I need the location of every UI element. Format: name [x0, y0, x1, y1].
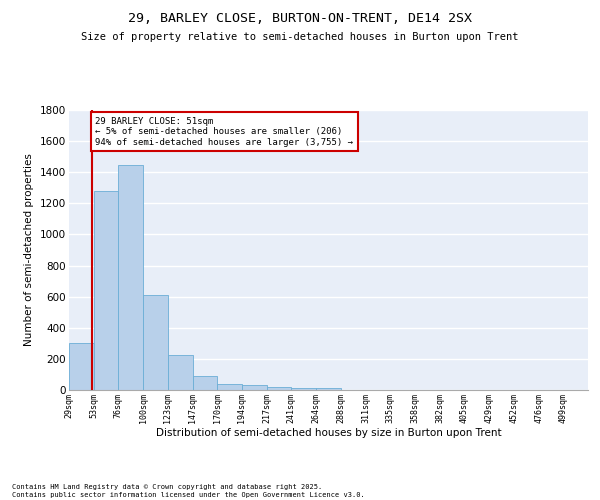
Text: Contains HM Land Registry data © Crown copyright and database right 2025.
Contai: Contains HM Land Registry data © Crown c… [12, 484, 365, 498]
Y-axis label: Number of semi-detached properties: Number of semi-detached properties [25, 154, 34, 346]
Text: Size of property relative to semi-detached houses in Burton upon Trent: Size of property relative to semi-detach… [81, 32, 519, 42]
Bar [217, 384, 242, 390]
Bar [292, 388, 316, 390]
Bar [94, 191, 118, 390]
Bar [69, 342, 94, 390]
X-axis label: Distribution of semi-detached houses by size in Burton upon Trent: Distribution of semi-detached houses by … [155, 428, 502, 438]
Bar [143, 296, 168, 390]
Bar [316, 388, 341, 390]
Bar [193, 376, 217, 390]
Bar [242, 386, 267, 390]
Text: 29 BARLEY CLOSE: 51sqm
← 5% of semi-detached houses are smaller (206)
94% of sem: 29 BARLEY CLOSE: 51sqm ← 5% of semi-deta… [95, 117, 353, 147]
Text: 29, BARLEY CLOSE, BURTON-ON-TRENT, DE14 2SX: 29, BARLEY CLOSE, BURTON-ON-TRENT, DE14 … [128, 12, 472, 26]
Bar [168, 356, 193, 390]
Bar [118, 165, 143, 390]
Bar [267, 386, 292, 390]
